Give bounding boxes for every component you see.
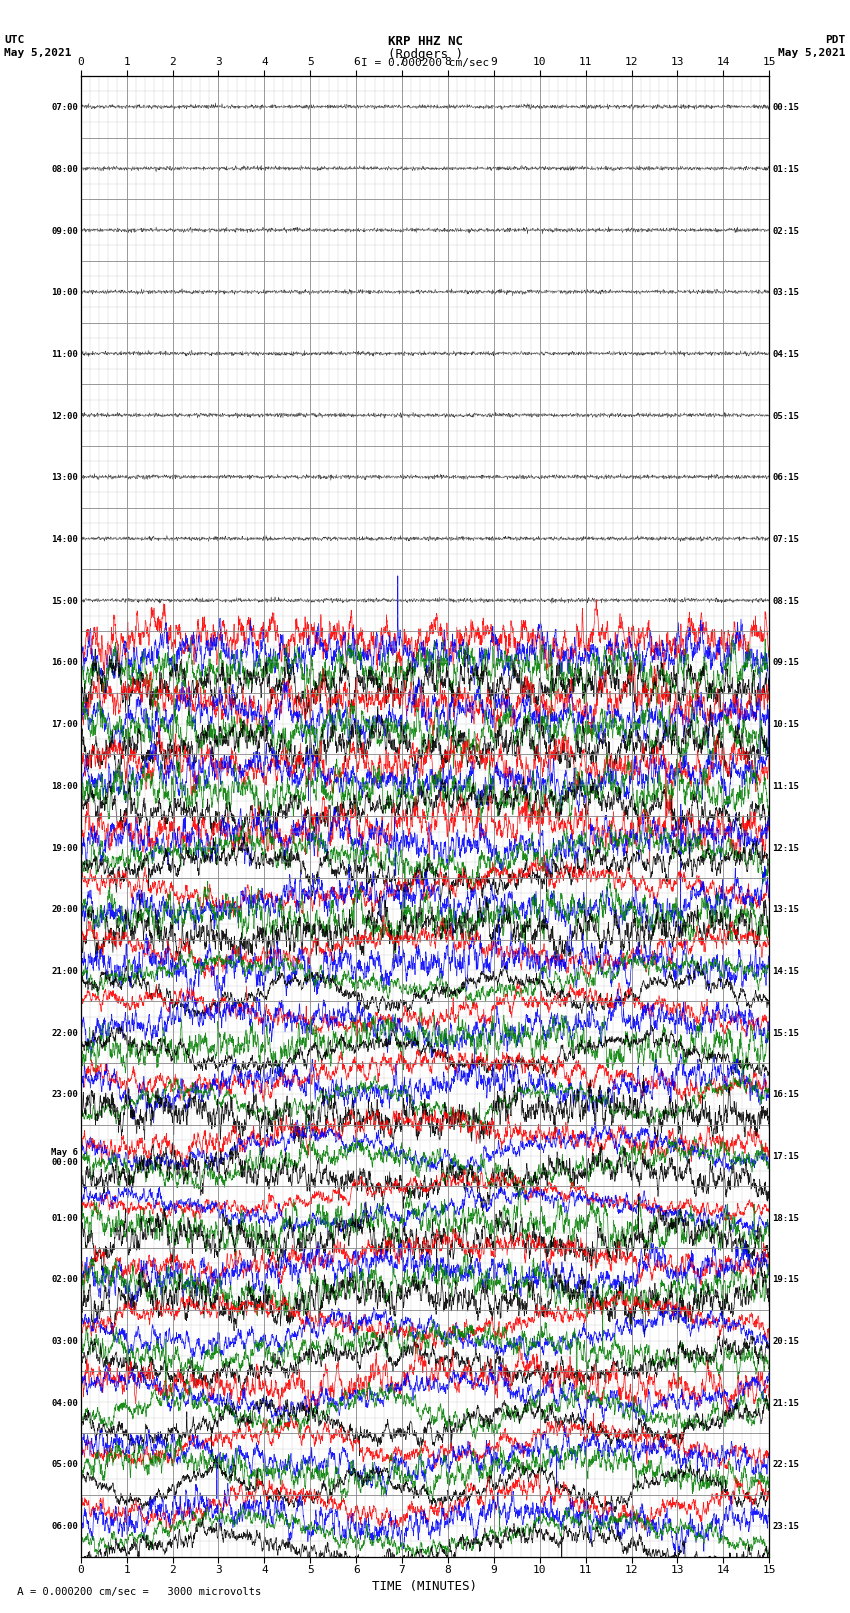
Text: = 0.000200 cm/sec =   3000 microvolts: = 0.000200 cm/sec = 3000 microvolts <box>30 1587 261 1597</box>
Text: A: A <box>17 1587 24 1597</box>
Text: UTC: UTC <box>4 35 25 45</box>
Text: I = 0.000200 cm/sec: I = 0.000200 cm/sec <box>361 58 489 68</box>
Text: May 5,2021: May 5,2021 <box>4 47 71 58</box>
Text: (Rodgers ): (Rodgers ) <box>388 47 462 61</box>
Text: PDT: PDT <box>825 35 846 45</box>
Text: KRP HHZ NC: KRP HHZ NC <box>388 35 462 48</box>
X-axis label: TIME (MINUTES): TIME (MINUTES) <box>372 1581 478 1594</box>
Text: May 5,2021: May 5,2021 <box>779 47 846 58</box>
